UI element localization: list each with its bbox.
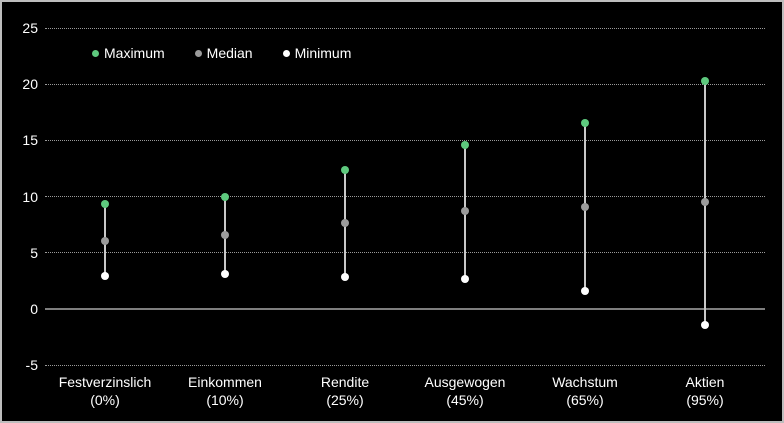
y-tick-label: -5 [25, 357, 38, 373]
data-point-median [701, 198, 709, 207]
data-point-maximum [341, 165, 349, 174]
data-point-minimum [221, 270, 229, 278]
x-category-label: Ausgewogen (45%) [424, 374, 506, 408]
median-dot-icon [194, 49, 202, 57]
legend-item-median[interactable]: Median [194, 45, 253, 61]
y-gridline [45, 196, 765, 197]
y-tick-label: 15 [22, 132, 38, 149]
data-point-maximum [461, 140, 469, 149]
data-point-minimum [701, 320, 709, 329]
legend-item-minimum[interactable]: Minimum [282, 45, 352, 61]
y-tick-label: 10 [22, 188, 38, 205]
data-point-maximum [581, 119, 589, 128]
data-point-median [101, 237, 109, 246]
legend-label-maximum: Maximum [104, 45, 165, 61]
y-tick-label: 20 [22, 76, 38, 93]
legend: Maximum Median Minimum [92, 45, 351, 61]
legend-label-median: Median [206, 45, 253, 61]
x-category-label: Einkommen (10%) [188, 374, 262, 408]
data-point-median [461, 207, 469, 216]
x-category-label: Aktien (95%) [685, 374, 725, 408]
y-gridline [45, 364, 765, 366]
maximum-dot-icon [92, 49, 99, 57]
minimum-dot-icon [282, 49, 290, 57]
data-point-median [581, 202, 589, 211]
legend-label-minimum: Minimum [294, 45, 352, 61]
data-point-minimum [101, 272, 109, 281]
data-point-maximum [221, 192, 229, 201]
data-point-maximum [101, 200, 109, 209]
zero-line [45, 307, 765, 310]
y-gridline [45, 139, 765, 141]
y-tick-label: 5 [30, 244, 38, 261]
y-gridline [45, 83, 765, 85]
data-point-median [341, 219, 349, 228]
y-tick-label: 25 [22, 20, 38, 36]
y-gridline [45, 27, 765, 29]
data-point-minimum [461, 274, 469, 283]
x-category-label: Wachstum (65%) [552, 374, 618, 408]
data-point-minimum [581, 286, 589, 295]
legend-item-maximum[interactable]: Maximum [92, 45, 165, 61]
x-category-label: Festverzinslich (0%) [58, 374, 152, 408]
data-point-maximum [701, 76, 709, 85]
y-gridline [45, 252, 765, 254]
data-point-median [221, 230, 229, 239]
x-category-label: Rendite (25%) [320, 374, 370, 408]
y-tick-label: 0 [30, 300, 38, 317]
data-point-minimum [341, 273, 349, 282]
